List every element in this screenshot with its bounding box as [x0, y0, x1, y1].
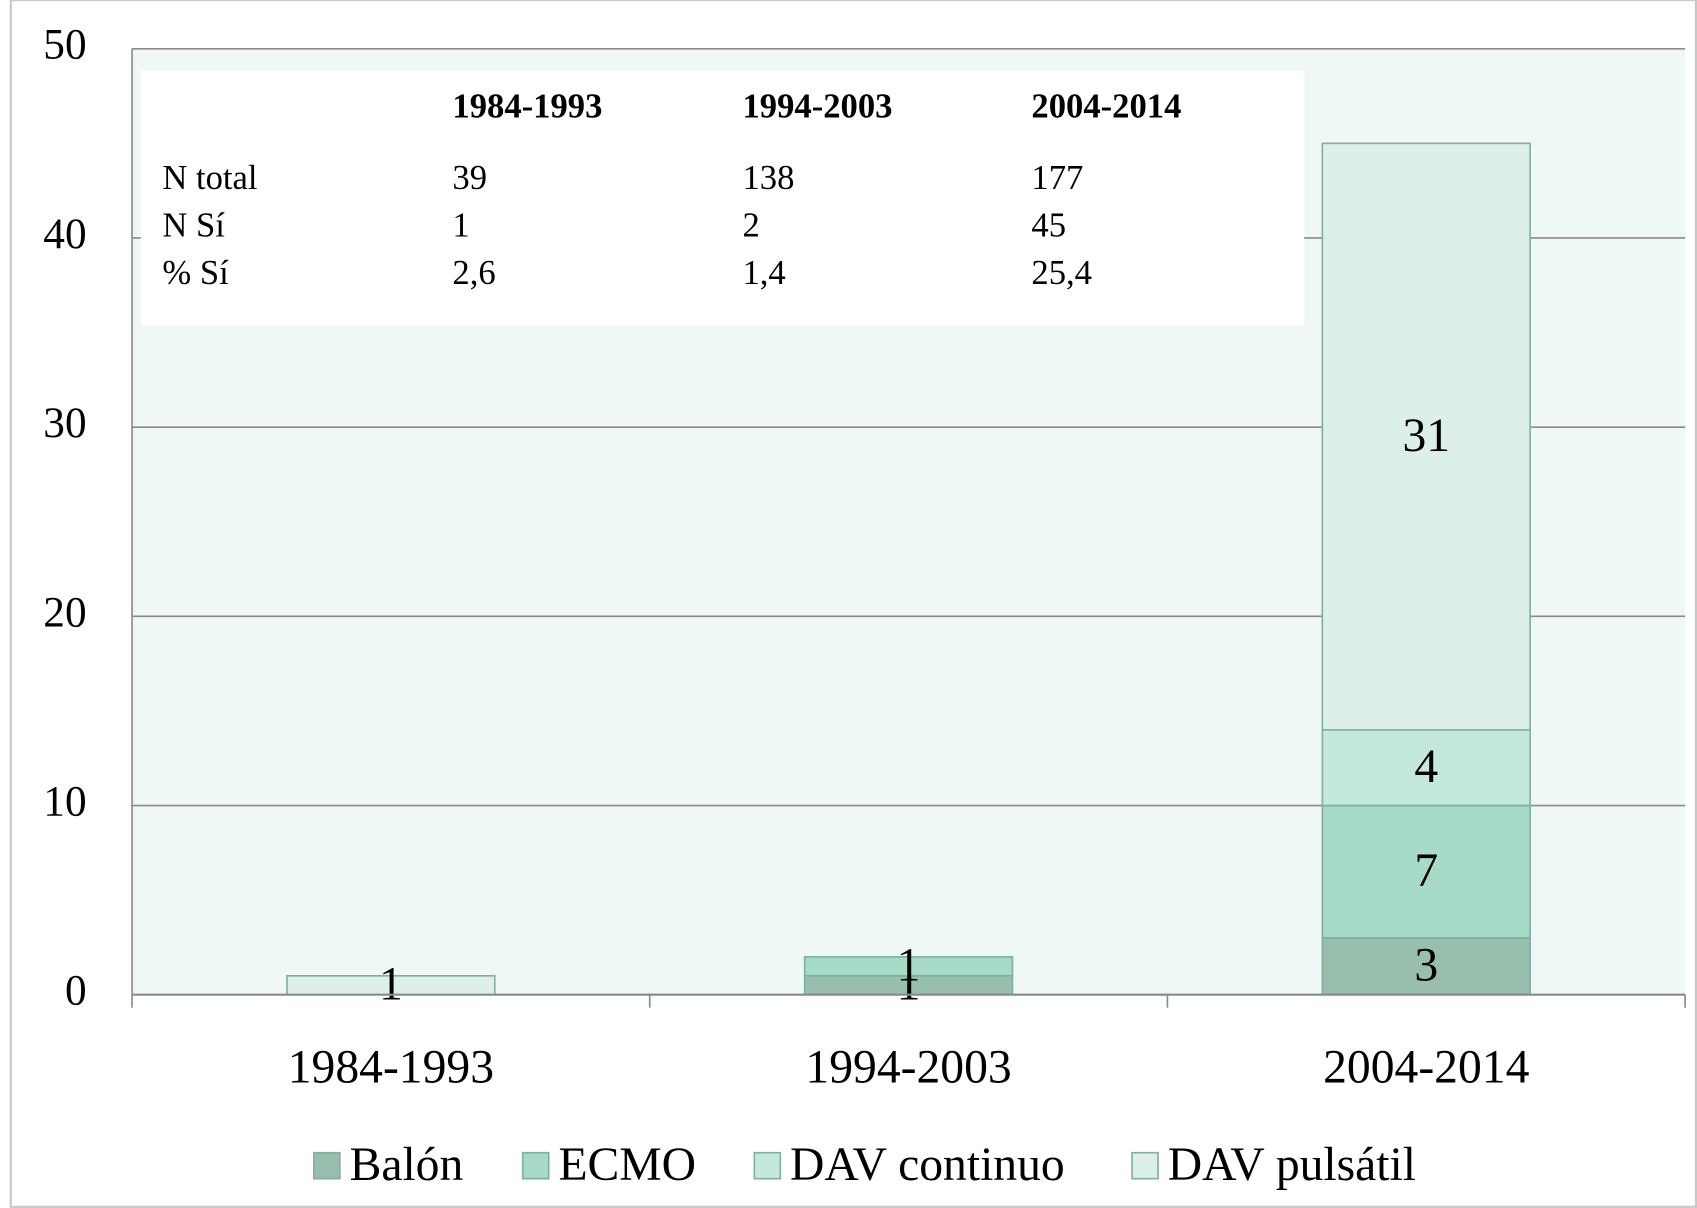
- y-tick-label: 10: [43, 777, 86, 825]
- data-label: 1: [897, 939, 921, 991]
- bar-segment: [1321, 142, 1531, 731]
- legend-swatch: [753, 1151, 782, 1180]
- table-cell: 2,6: [452, 254, 495, 292]
- bar-segment: [803, 956, 1014, 977]
- table-cell: 39: [452, 159, 487, 197]
- legend-label: Balón: [350, 1139, 464, 1191]
- table-row-label: N Sí: [162, 206, 225, 244]
- legend-swatch: [521, 1151, 550, 1180]
- table-box: [140, 70, 1305, 326]
- data-label: 4: [1414, 741, 1438, 793]
- y-tick-label: 40: [43, 210, 86, 258]
- table-cell: 177: [1031, 159, 1083, 197]
- data-label: 1: [379, 958, 403, 1010]
- y-tick-label: 50: [43, 21, 86, 69]
- legend-swatch: [1131, 1151, 1159, 1180]
- legend-swatch: [313, 1151, 341, 1180]
- bar-segment: [1321, 804, 1531, 939]
- table-cell: 25,4: [1031, 254, 1092, 292]
- x-tick-label: 1984-1993: [288, 1041, 494, 1093]
- table-header: 1984-1993: [452, 87, 602, 125]
- legend-label: ECMO: [558, 1139, 696, 1191]
- bar-segment: [1321, 937, 1531, 996]
- legend-label: DAV continuo: [790, 1139, 1065, 1191]
- data-label: 7: [1414, 845, 1438, 897]
- y-tick-label: 0: [65, 967, 87, 1015]
- y-tick-label: 30: [43, 399, 86, 447]
- table-row-label: N total: [162, 159, 257, 197]
- table-row-label: % Sí: [162, 254, 229, 292]
- x-tick-label: 1994-2003: [805, 1041, 1011, 1093]
- x-tick-label: 2004-2014: [1323, 1041, 1529, 1093]
- y-tick-label: 20: [43, 588, 86, 636]
- table-cell: 138: [742, 159, 794, 197]
- table-cell: 2: [742, 206, 759, 244]
- legend-label: DAV pulsátil: [1168, 1139, 1416, 1191]
- data-label: 31: [1402, 410, 1450, 462]
- table-cell: 1,4: [742, 254, 785, 292]
- data-label: 3: [1414, 939, 1438, 991]
- table-header: 2004-2014: [1031, 87, 1181, 125]
- table-header: 1994-2003: [742, 87, 892, 125]
- table-cell: 45: [1031, 206, 1066, 244]
- table-cell: 1: [452, 206, 469, 244]
